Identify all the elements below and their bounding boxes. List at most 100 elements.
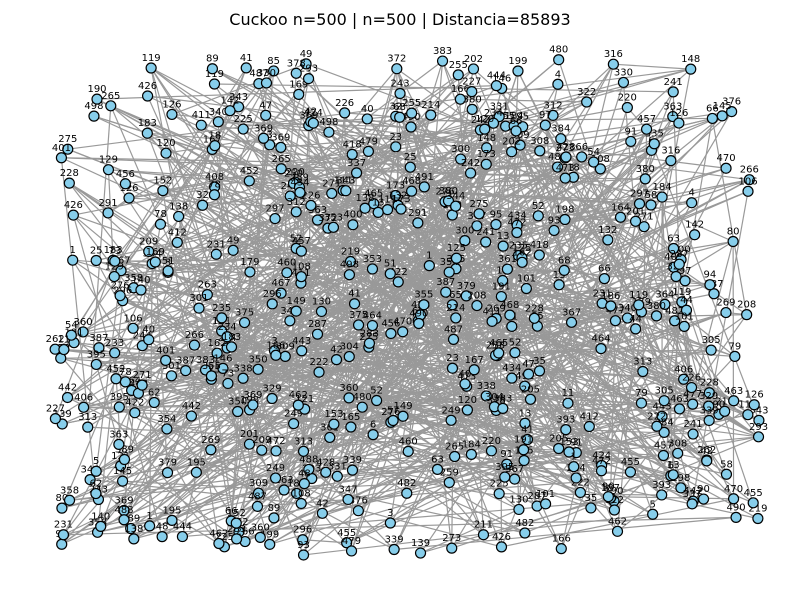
graph-node	[113, 401, 125, 413]
node-label: 73	[222, 368, 235, 379]
graph-node	[560, 424, 572, 436]
graph-node	[160, 354, 172, 366]
graph-node	[222, 377, 234, 390]
node-label: 271	[133, 370, 152, 381]
graph-edge	[259, 407, 504, 538]
node-label: 276	[436, 187, 455, 198]
node-label: 395	[110, 392, 129, 403]
node-label: 297	[630, 189, 649, 200]
graph-node	[166, 108, 178, 121]
graph-node	[602, 491, 614, 503]
graph-node	[418, 299, 430, 311]
graph-node	[497, 402, 509, 415]
graph-node	[268, 512, 280, 524]
node-label: 73	[108, 246, 121, 257]
node-label: 337	[683, 489, 702, 500]
node-label: 331	[490, 102, 509, 113]
node-label: 241	[476, 227, 495, 238]
node-label: 187	[601, 483, 620, 494]
node-label: 89	[268, 503, 281, 514]
graph-edge	[677, 241, 734, 454]
graph-node	[302, 72, 315, 85]
graph-node	[330, 354, 343, 366]
node-label: 330	[614, 67, 633, 78]
node-label: 443	[652, 401, 671, 412]
graph-edge	[61, 404, 254, 545]
node-label: 375	[235, 308, 254, 319]
node-label: 482	[397, 478, 416, 489]
graph-node	[497, 240, 509, 252]
node-label: 487	[444, 324, 463, 335]
node-label: 347	[339, 484, 358, 495]
graph-edge	[150, 67, 263, 451]
graph-node	[252, 487, 265, 499]
graph-node	[405, 121, 417, 133]
graph-node	[576, 151, 588, 163]
graph-node	[162, 265, 174, 277]
graph-edge	[347, 255, 519, 500]
node-label: 330	[257, 68, 276, 79]
node-label: 6	[370, 420, 376, 431]
graph-node	[752, 431, 765, 443]
node-label: 468	[500, 300, 519, 311]
graph-node	[290, 206, 302, 218]
graph-node	[311, 328, 324, 340]
node-label: 412	[580, 412, 599, 423]
graph-node	[212, 116, 224, 128]
graph-node	[514, 139, 526, 151]
graph-node	[225, 341, 238, 353]
graph-node	[394, 87, 406, 100]
graph-node	[348, 298, 361, 310]
node-label: 1	[146, 511, 152, 522]
node-label: 337	[347, 158, 366, 169]
graph-node	[297, 445, 310, 457]
graph-node	[445, 414, 457, 426]
graph-node	[290, 67, 302, 79]
graph-node	[447, 333, 460, 346]
node-label: 235	[212, 303, 231, 314]
node-label: 62	[90, 479, 103, 490]
node-label: 339	[700, 405, 719, 416]
graph-node	[425, 109, 437, 121]
graph-node	[719, 405, 731, 417]
graph-node	[656, 410, 668, 422]
graph-edge	[344, 112, 350, 398]
node-label: 225	[490, 479, 509, 490]
node-label: 101	[536, 489, 555, 500]
node-label: 308	[668, 438, 687, 449]
node-label: 322	[605, 495, 624, 506]
node-label: 422	[389, 267, 408, 278]
node-label: 13	[667, 460, 680, 471]
graph-edge	[348, 352, 499, 399]
node-label: 184	[462, 439, 481, 450]
node-label: 482	[515, 518, 534, 529]
graph-node	[406, 107, 418, 119]
node-label: 225	[234, 114, 253, 125]
node-label: 344	[81, 465, 100, 476]
graph-node	[128, 533, 140, 545]
node-label: 166	[266, 340, 285, 351]
node-label: 490	[727, 502, 746, 513]
graph-node	[397, 410, 409, 422]
graph-edge	[539, 150, 565, 271]
graph-node	[367, 429, 379, 441]
graph-node	[676, 296, 688, 308]
node-label: 164	[611, 202, 630, 213]
graph-node	[581, 96, 593, 108]
graph-node	[154, 218, 167, 230]
graph-node	[93, 342, 105, 354]
graph-node	[252, 363, 264, 375]
node-label: 412	[168, 227, 187, 238]
graph-node	[727, 493, 740, 505]
node-label: 125	[447, 243, 466, 254]
graph-node	[585, 502, 597, 514]
graph-node	[743, 174, 755, 186]
graph-node	[55, 152, 68, 164]
node-label: 228	[525, 303, 544, 314]
graph-node	[90, 487, 102, 500]
node-label: 111	[334, 176, 353, 187]
graph-edge	[130, 421, 392, 530]
graph-edge	[97, 405, 709, 533]
node-label: 266	[740, 165, 759, 176]
node-label: 149	[287, 296, 306, 307]
